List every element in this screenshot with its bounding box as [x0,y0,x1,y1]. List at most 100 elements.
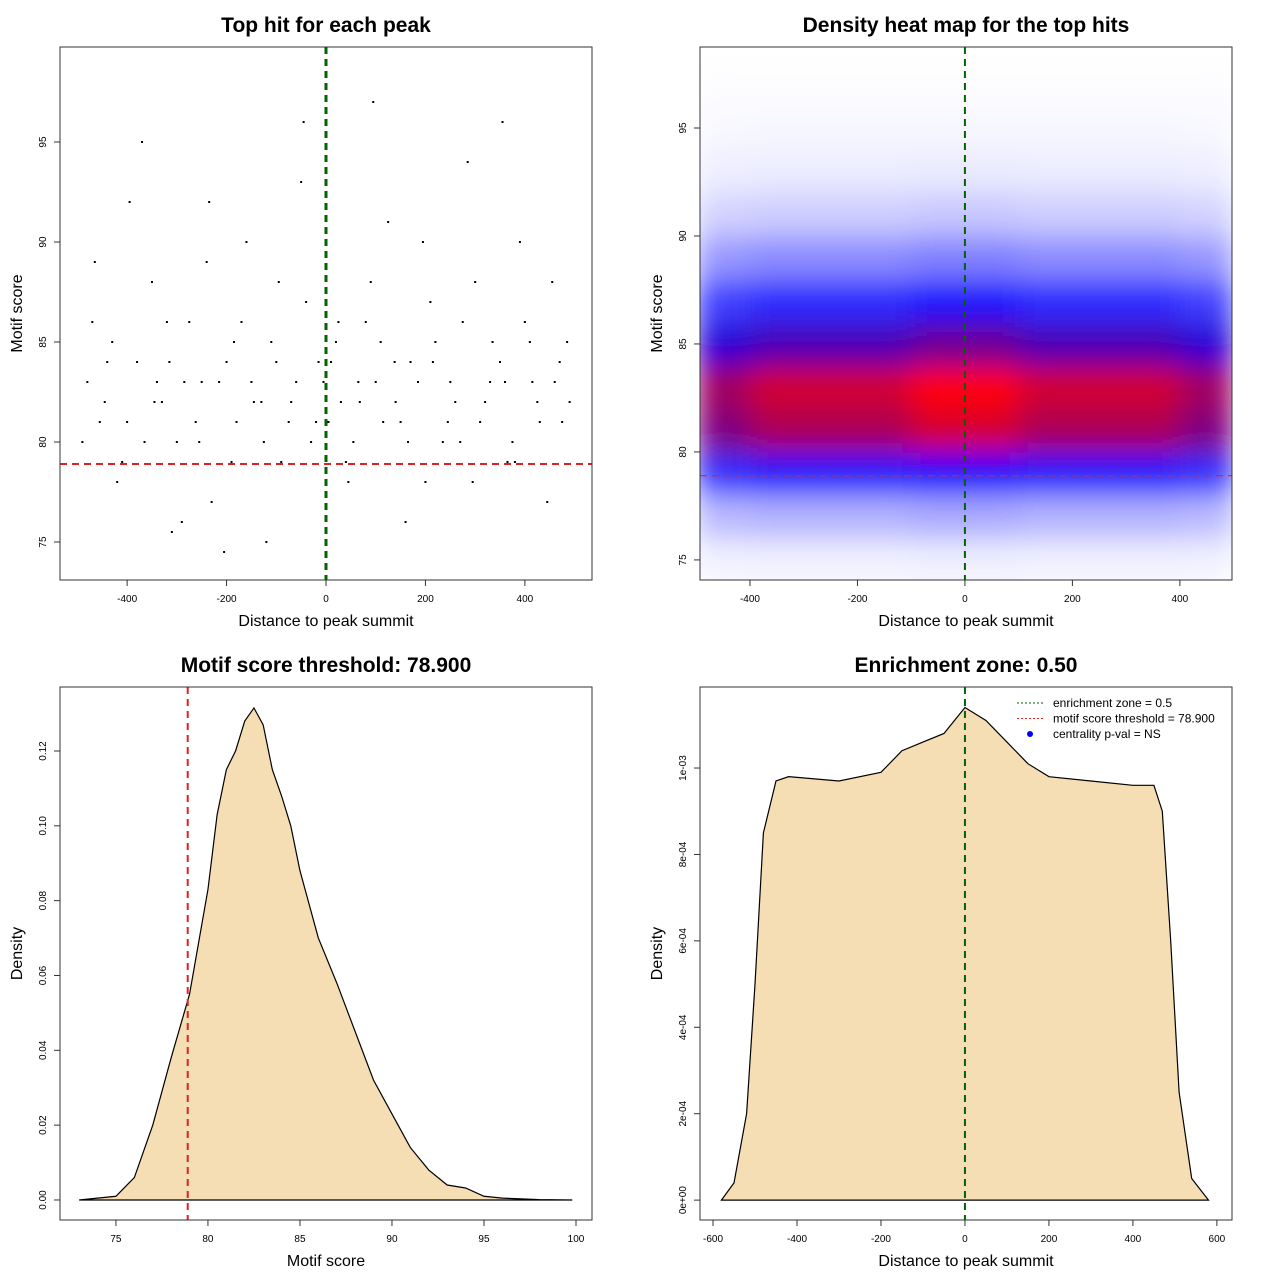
y-tick-label: 95 [678,122,689,134]
point [210,501,213,503]
heat-cell [1072,365,1127,410]
heat-cell [749,192,805,237]
y-tick-label: 85 [678,338,689,350]
point [310,441,313,443]
point [558,361,561,363]
heat-cell [857,63,912,107]
point [503,381,506,383]
heat-cell [803,106,858,151]
heat-cell [803,322,858,367]
density-area [79,706,573,1201]
heat-cell [1018,408,1073,453]
point [91,321,94,323]
point [277,281,280,283]
x-tick-label: -400 [117,594,137,605]
point [431,361,434,363]
heat-cell [1179,279,1232,323]
point [421,241,424,243]
point [491,341,494,343]
point [111,341,114,343]
heat-cell [700,495,751,539]
heat-cell [749,63,805,107]
point [250,381,253,383]
point [170,531,173,533]
point [230,461,233,463]
heat-cell [1072,149,1127,194]
point [302,121,305,123]
heat-cell [1179,106,1232,151]
y-tick-label: 90 [38,236,49,248]
heat-cell [1072,538,1127,580]
point [155,381,158,383]
x-tick-label: 100 [568,1234,585,1245]
y-tick-label: 8e-04 [678,841,689,867]
heat-cell [1126,451,1181,496]
y-tick-label: 80 [678,446,689,458]
point [160,401,163,403]
point [205,261,208,263]
x-tick-label: -400 [787,1234,807,1245]
point [265,541,268,543]
x-tick-label: 200 [1041,1234,1058,1245]
heat-cell [1018,106,1073,151]
heat-cell [1072,192,1127,237]
point [150,281,153,283]
y-tick-label: 0.10 [38,816,49,836]
x-axis-label: Distance to peak summit [878,613,1054,630]
x-tick-label: 400 [1172,594,1189,605]
heat-cell [911,106,966,151]
point [327,421,330,423]
x-tick-label: 0 [962,1234,968,1245]
point [484,401,487,403]
heat-cell [1018,451,1073,496]
x-tick-label: -200 [871,1234,891,1245]
legend-label: centrality p-val = NS [1053,727,1161,741]
point [262,441,265,443]
heat-cell [1072,451,1127,496]
x-tick-label: -200 [217,594,237,605]
heat-cell [1179,365,1232,410]
heat-cell [1018,279,1073,323]
point [208,201,211,203]
point [347,481,350,483]
heat-cell [1179,408,1232,453]
point [489,381,492,383]
heat-cell [1018,235,1073,280]
point [471,481,474,483]
y-tick-label: 2e-04 [678,1100,689,1126]
heat-cell [1126,495,1181,539]
point [270,341,273,343]
point [200,381,203,383]
point [337,321,340,323]
heat-cell [1126,408,1181,453]
heat-cell [964,149,1020,194]
point [218,381,221,383]
point [188,321,191,323]
heat-cell [911,192,966,237]
point [180,521,183,523]
legend-label: enrichment zone = 0.5 [1053,696,1172,710]
plot-frame [59,686,593,1221]
heat-cell [700,322,751,367]
heat-cell [857,408,912,453]
y-tick-label: 0.00 [38,1190,49,1210]
heat-cell [911,279,966,323]
x-tick-label: 95 [478,1234,490,1245]
point [339,401,342,403]
point [382,421,385,423]
heat-cell [911,495,966,539]
point [252,401,255,403]
point [81,441,84,443]
heat-cell [700,538,751,580]
heat-cell [964,495,1020,539]
point [364,321,367,323]
panel: Density heat map for the top hits Distanc… [649,14,1233,630]
plot-frame [699,46,1233,581]
heat-cell [1126,538,1181,580]
heat-cell [1126,149,1181,194]
heat-cell [749,365,805,410]
heat-cell [803,538,858,580]
heat-cell [857,235,912,280]
heat-cell [700,235,751,280]
point [329,361,332,363]
